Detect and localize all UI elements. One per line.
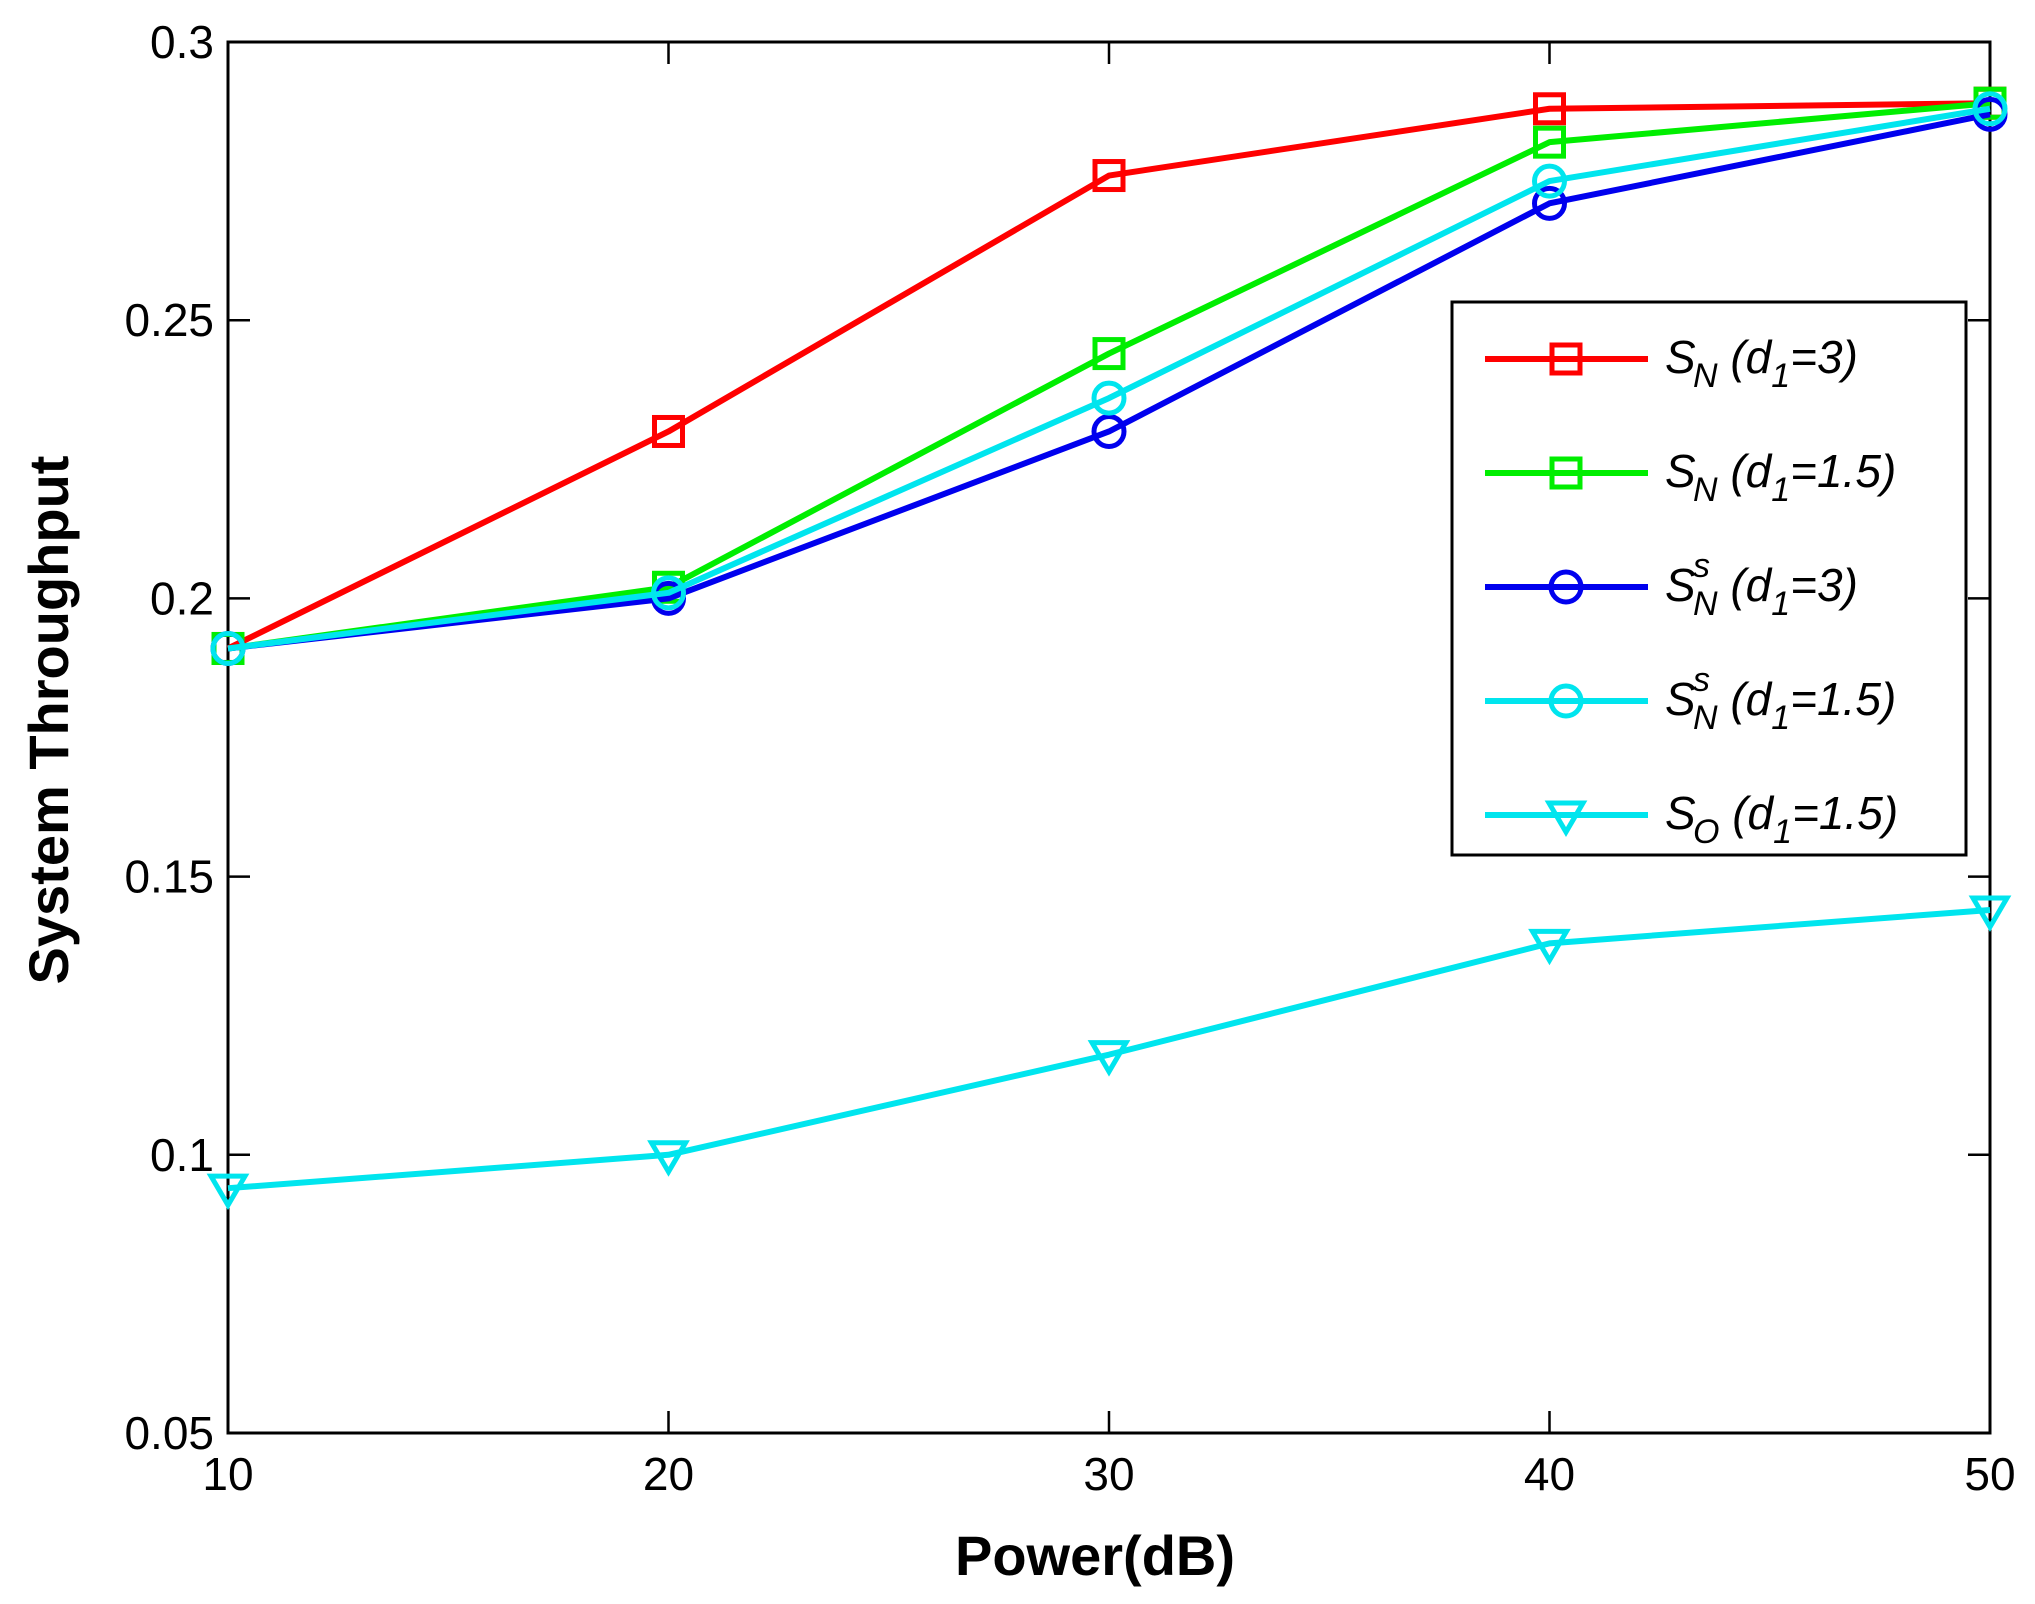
legend-label-sup: s bbox=[1693, 661, 1710, 699]
y-tick-label: 0.05 bbox=[124, 1407, 214, 1459]
y-tick-label: 0.1 bbox=[150, 1129, 214, 1181]
data-point bbox=[210, 630, 246, 666]
legend-label-post: =1.5) bbox=[1790, 445, 1896, 497]
legend-label-pre: (d bbox=[1718, 331, 1773, 383]
data-point bbox=[1087, 1040, 1131, 1077]
series-line bbox=[227, 105, 1991, 652]
data-point bbox=[1533, 92, 1566, 126]
legend-box bbox=[1450, 300, 1968, 857]
legend-marker bbox=[1549, 456, 1583, 490]
legend-label-post: =1.5) bbox=[1792, 787, 1898, 839]
x-tick-label: 30 bbox=[1083, 1448, 1134, 1500]
data-point bbox=[1972, 91, 2008, 127]
legend-label-post: =3) bbox=[1790, 331, 1858, 383]
legend: SN (d1=3)SN (d1=1.5)SN (d1=3)sSN (d1=1.5… bbox=[1450, 300, 1968, 857]
legend-label-pre: (d bbox=[1718, 445, 1773, 497]
legend-label-base: S bbox=[1665, 787, 1696, 839]
legend-item: SN (d1=1.5)s bbox=[1485, 661, 1896, 737]
data-point bbox=[1533, 125, 1566, 159]
legend-label-pre-sub: 1 bbox=[1771, 585, 1790, 623]
legend-item: SN (d1=3) bbox=[1485, 331, 1858, 395]
data-point bbox=[1092, 159, 1126, 193]
y-tick-label: 0.2 bbox=[150, 572, 214, 624]
legend-label-base: S bbox=[1665, 445, 1696, 497]
x-tick-label: 40 bbox=[1524, 1448, 1575, 1500]
legend-label-pre: (d bbox=[1719, 787, 1774, 839]
y-axis-title: System Throughput bbox=[17, 456, 80, 985]
legend-label-sub: N bbox=[1693, 585, 1718, 623]
series-layer bbox=[206, 86, 2012, 1211]
data-point bbox=[1092, 337, 1126, 371]
x-tick-label: 10 bbox=[202, 1448, 253, 1500]
y-tick-label: 0.3 bbox=[150, 16, 214, 68]
legend-label-sub: N bbox=[1693, 357, 1718, 395]
legend-label-pre-sub: 1 bbox=[1773, 813, 1792, 851]
x-axis-title: Power(dB) bbox=[955, 1524, 1235, 1587]
legend-marker bbox=[1544, 800, 1588, 837]
legend-item: SO (d1=1.5) bbox=[1485, 787, 1898, 851]
legend-label: SO (d1=1.5) bbox=[1665, 787, 1898, 851]
legend-marker bbox=[1549, 342, 1583, 376]
legend-item: SN (d1=1.5) bbox=[1485, 445, 1896, 509]
legend-label: SN (d1=1.5) bbox=[1665, 673, 1896, 737]
legend-label-sup: s bbox=[1693, 547, 1710, 585]
data-point bbox=[647, 1140, 690, 1177]
legend-label-pre: (d bbox=[1718, 559, 1773, 611]
data-point bbox=[1091, 413, 1127, 449]
legend-label: SN (d1=1.5) bbox=[1665, 445, 1896, 509]
series-line bbox=[227, 906, 1991, 1192]
legend-label-sub: N bbox=[1693, 699, 1718, 737]
legend-label-base: S bbox=[1665, 673, 1696, 725]
y-tick-label: 0.25 bbox=[124, 294, 214, 346]
data-point bbox=[206, 1173, 250, 1211]
x-tick-label: 50 bbox=[1964, 1448, 2015, 1500]
legend-label-pre-sub: 1 bbox=[1771, 471, 1790, 509]
legend-marker bbox=[1548, 683, 1584, 719]
legend-label-post: =3) bbox=[1790, 559, 1858, 611]
data-point bbox=[652, 414, 685, 448]
legend-label-post: =1.5) bbox=[1790, 673, 1896, 725]
series-line bbox=[227, 100, 1991, 652]
data-point bbox=[1528, 928, 1571, 966]
legend-label: SN (d1=3) bbox=[1665, 331, 1858, 395]
legend-label: SN (d1=3) bbox=[1665, 559, 1858, 623]
data-point bbox=[651, 575, 686, 611]
data-point bbox=[1968, 895, 2012, 932]
legend-label-pre-sub: 1 bbox=[1771, 699, 1790, 737]
axes: 10 20 30 40 50 0.05 0.1 0.15 0.2 0.25 0.3 bbox=[124, 16, 2015, 1500]
legend-label-sub: N bbox=[1693, 471, 1718, 509]
legend-marker bbox=[1548, 569, 1584, 605]
legend-label-base: S bbox=[1665, 331, 1696, 383]
legend-label-sub: O bbox=[1693, 813, 1719, 851]
data-point bbox=[1532, 185, 1567, 221]
data-point bbox=[1091, 380, 1127, 416]
legend-label-base: S bbox=[1665, 559, 1696, 611]
legend-label-pre-sub: 1 bbox=[1771, 357, 1790, 395]
x-tick-label: 20 bbox=[643, 1448, 694, 1500]
legend-label-pre: (d bbox=[1718, 673, 1773, 725]
legend-item: SN (d1=3)s bbox=[1485, 547, 1858, 623]
y-tick-label: 0.15 bbox=[124, 851, 214, 903]
series-line bbox=[226, 100, 1991, 652]
series-4 bbox=[210, 91, 2008, 666]
data-point bbox=[1532, 163, 1567, 199]
series-line bbox=[227, 111, 1991, 652]
series-5 bbox=[206, 895, 2012, 1211]
